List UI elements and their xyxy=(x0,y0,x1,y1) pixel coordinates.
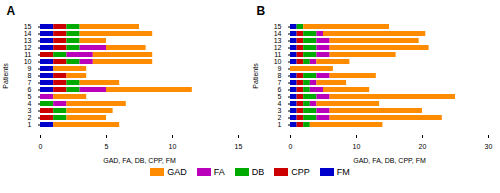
svg-text:5: 5 xyxy=(278,93,282,100)
svg-text:12: 12 xyxy=(274,44,282,51)
html-text:GAD: GAD xyxy=(167,167,187,177)
svg-text:11: 11 xyxy=(274,51,281,58)
svg-text:GAD, FA, DB, CPP, FM: GAD, FA, DB, CPP, FM xyxy=(103,157,176,164)
svg-text:11: 11 xyxy=(24,51,31,58)
svg-text:10: 10 xyxy=(169,143,177,150)
html-text:CPP: CPP xyxy=(291,167,310,177)
svg-text:1: 1 xyxy=(28,121,32,128)
svg-text:15: 15 xyxy=(274,23,282,30)
html-text:DB: DB xyxy=(251,167,265,177)
svg-text:6: 6 xyxy=(28,86,32,93)
svg-text:4: 4 xyxy=(278,100,282,107)
svg-text:15: 15 xyxy=(235,143,243,150)
svg-text:7: 7 xyxy=(278,79,282,86)
svg-text:1: 1 xyxy=(278,121,282,128)
svg-text:0: 0 xyxy=(289,143,293,150)
svg-text:9: 9 xyxy=(278,65,282,72)
svg-text:10: 10 xyxy=(24,58,32,65)
svg-text:8: 8 xyxy=(28,72,32,79)
svg-text:4: 4 xyxy=(28,100,32,107)
svg-text:14: 14 xyxy=(274,30,282,37)
svg-text:3: 3 xyxy=(278,107,282,114)
svg-text:10: 10 xyxy=(274,58,282,65)
svg-text:13: 13 xyxy=(24,37,32,44)
svg-text:3: 3 xyxy=(28,107,32,114)
svg-text:GAD, FA, DB, CPP, FM: GAD, FA, DB, CPP, FM xyxy=(353,157,426,164)
svg-text:30: 30 xyxy=(485,143,493,150)
svg-text:2: 2 xyxy=(28,114,32,121)
svg-text:5: 5 xyxy=(105,143,109,150)
svg-text:B: B xyxy=(257,4,266,18)
svg-text:2: 2 xyxy=(278,114,282,121)
svg-text:14: 14 xyxy=(24,30,32,37)
svg-text:A: A xyxy=(7,4,16,18)
svg-text:13: 13 xyxy=(274,37,282,44)
svg-text:20: 20 xyxy=(419,143,427,150)
svg-text:12: 12 xyxy=(24,44,32,51)
svg-text:Patients: Patients xyxy=(2,63,9,89)
svg-text:0: 0 xyxy=(39,143,43,150)
svg-text:10: 10 xyxy=(353,143,361,150)
svg-text:7: 7 xyxy=(28,79,32,86)
svg-text:8: 8 xyxy=(278,72,282,79)
svg-text:6: 6 xyxy=(278,86,282,93)
html-text:FA: FA xyxy=(213,167,225,177)
svg-text:Patients: Patients xyxy=(252,63,259,89)
svg-text:9: 9 xyxy=(28,65,32,72)
html-text:FM: FM xyxy=(336,167,350,177)
svg-text:15: 15 xyxy=(24,23,32,30)
svg-text:5: 5 xyxy=(28,93,32,100)
